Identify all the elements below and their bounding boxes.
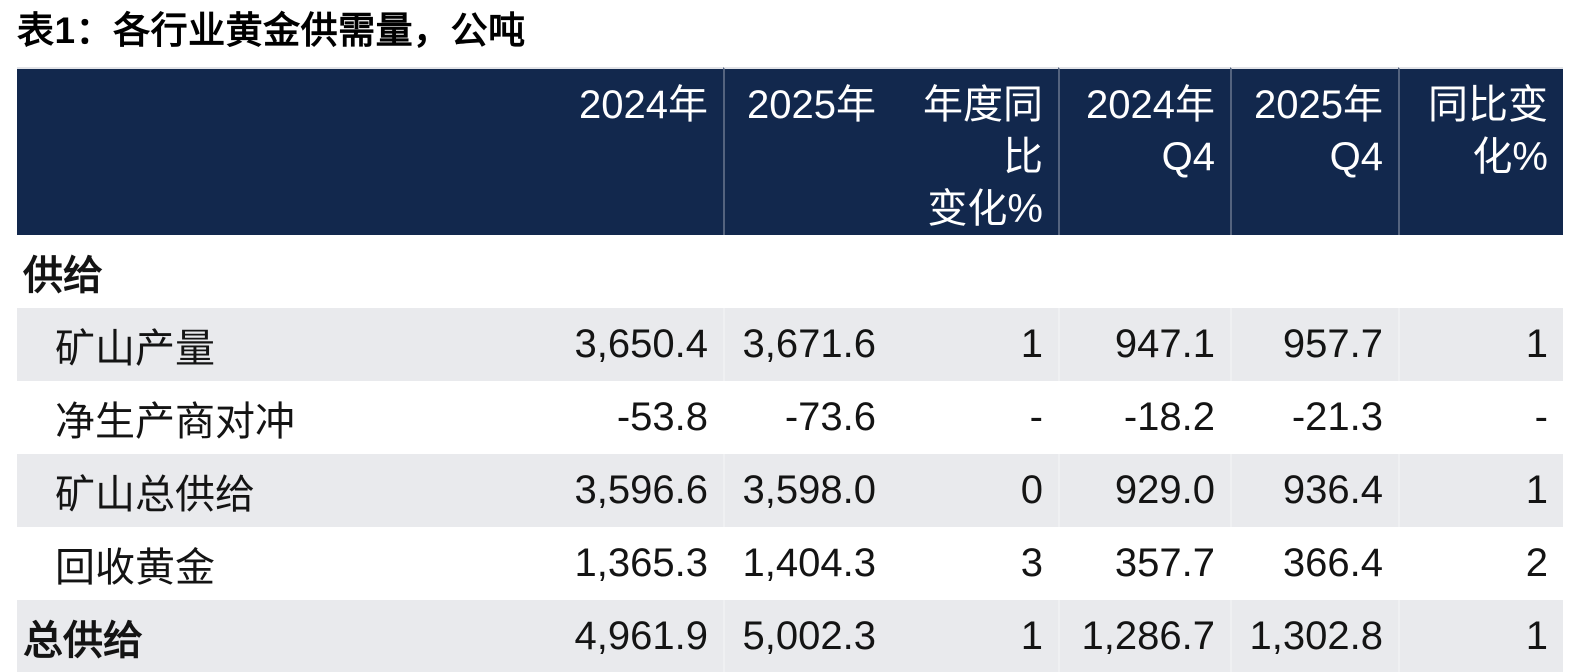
header-cell-row-label	[17, 67, 557, 235]
cell-value	[1398, 235, 1563, 308]
cell-value: 4,961.9	[557, 600, 723, 672]
row-label: 净生产商对冲	[55, 399, 295, 444]
cell-value: 957.7	[1230, 308, 1398, 381]
cell-value: 3,596.6	[557, 454, 723, 527]
cell-value: -73.6	[723, 381, 891, 454]
cell-value: 3,598.0	[723, 454, 891, 527]
row-label: 矿山产量	[17, 308, 557, 381]
cell-value: 929.0	[1058, 454, 1230, 527]
table-title: 表1：各行业黄金供需量，公吨	[17, 10, 526, 51]
row-label: 供给	[23, 253, 103, 298]
cell-value: 1	[1398, 454, 1563, 527]
row-label: 回收黄金	[55, 545, 215, 590]
cell-value	[723, 235, 891, 308]
cell-value	[891, 235, 1058, 308]
cell-value: 5,002.3	[723, 600, 891, 672]
cell-value: 936.4	[1230, 454, 1398, 527]
cell-value: 1	[1398, 308, 1563, 381]
cell-value: 3	[1020, 541, 1043, 585]
table-row-total-supply: 总供给 4,961.9 5,002.3 1 1,286.7 1,302.8 1	[17, 600, 1563, 672]
cell-value: 1,302.8	[1230, 600, 1398, 672]
section-row-supply: 供给	[17, 235, 1563, 308]
header-row: 2024年 2025年 年度同比 变化% 2024年 Q4 2025年 Q4 同…	[17, 67, 1563, 235]
header-cell-yoy-change: 年度同比 变化%	[891, 67, 1058, 235]
cell-value: 1	[891, 308, 1058, 381]
cell-value: 2	[1398, 527, 1563, 600]
header-cell-q4-yoy-change: 同比变 化%	[1398, 67, 1563, 235]
cell-value: 3,650.4	[557, 308, 723, 381]
cell-value	[557, 235, 723, 308]
cell-value: 357.7	[1058, 527, 1230, 600]
cell-value: -53.8	[616, 395, 708, 439]
cell-value: 947.1	[1058, 308, 1230, 381]
cell-value: 3,671.6	[723, 308, 891, 381]
header-cell-2025-q4: 2025年 Q4	[1230, 67, 1398, 235]
header-cell-2025: 2025年	[723, 67, 891, 235]
gold-supply-demand-table: 2024年 2025年 年度同比 变化% 2024年 Q4 2025年 Q4 同…	[17, 67, 1563, 672]
row-label: 矿山总供给	[17, 454, 557, 527]
cell-value: -	[1029, 395, 1043, 439]
table-row-mine-production: 矿山产量 3,650.4 3,671.6 1 947.1 957.7 1	[17, 308, 1563, 381]
cell-value	[1230, 235, 1398, 308]
cell-value: -18.2	[1058, 381, 1230, 454]
cell-value: 0	[891, 454, 1058, 527]
cell-value: 1,365.3	[574, 541, 708, 585]
cell-value: 1,286.7	[1058, 600, 1230, 672]
cell-value: 1	[891, 600, 1058, 672]
table-row-recycled-gold: 回收黄金 1,365.3 1,404.3 3 357.7 366.4 2	[17, 527, 1563, 600]
header-cell-2024: 2024年	[557, 67, 723, 235]
report-page: 表1：各行业黄金供需量，公吨 2024年 2025年 年度同比 变化% 2024…	[0, 8, 1584, 672]
table-row-net-producer-hedging: 净生产商对冲 -53.8 -73.6 - -18.2 -21.3 -	[17, 381, 1563, 454]
cell-value: 1,404.3	[723, 527, 891, 600]
cell-value: -	[1398, 381, 1563, 454]
row-label: 总供给	[17, 600, 557, 672]
cell-value: 1	[1398, 600, 1563, 672]
cell-value	[1058, 235, 1230, 308]
table-row-total-mine-supply: 矿山总供给 3,596.6 3,598.0 0 929.0 936.4 1	[17, 454, 1563, 527]
header-cell-2024-q4: 2024年 Q4	[1058, 67, 1230, 235]
cell-value: -21.3	[1230, 381, 1398, 454]
cell-value: 366.4	[1230, 527, 1398, 600]
